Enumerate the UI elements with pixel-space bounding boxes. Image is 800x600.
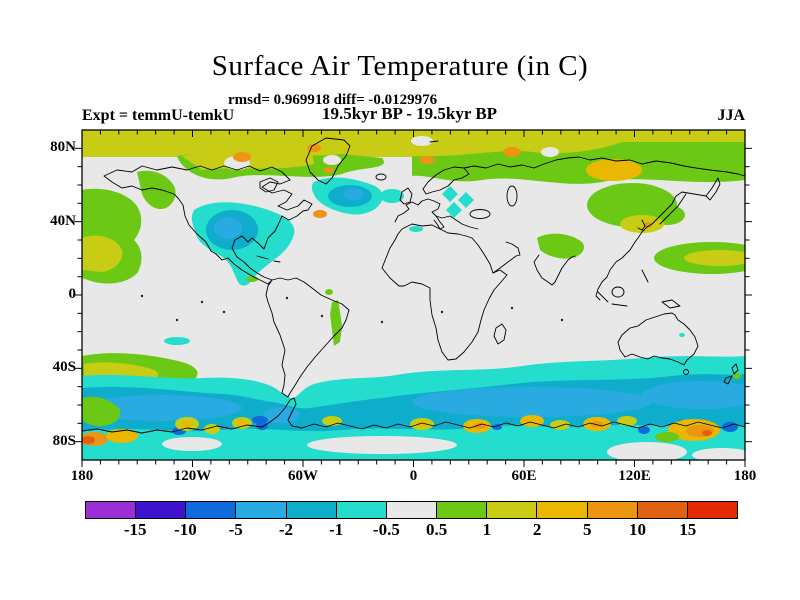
axis-ticks xyxy=(75,130,752,467)
season-label: JJA xyxy=(717,107,745,124)
colorbar-segment xyxy=(536,502,587,518)
colorbar-segment xyxy=(385,502,437,518)
lat-tick-label: 0 xyxy=(68,286,77,302)
lat-tick-label: 80N xyxy=(50,139,76,156)
colorbar-segment xyxy=(486,502,537,518)
colorbar-label: -10 xyxy=(174,520,197,539)
contour-fill-layer xyxy=(82,130,745,460)
colorbar-label: -15 xyxy=(123,520,147,539)
colorbar-label: -1 xyxy=(329,520,344,539)
colorbar-label: 1 xyxy=(482,520,492,539)
lon-tick-label: 120W xyxy=(173,468,212,484)
colorbar-segment xyxy=(335,502,386,518)
stats-annotation: rmsd= 0.969918 diff= -0.0129976 xyxy=(228,92,438,108)
lon-tick-label: 180 xyxy=(70,468,94,484)
lat-tick-label: 40N xyxy=(50,212,76,229)
colorbar-label: -2 xyxy=(278,520,294,539)
lon-tick-label: 120E xyxy=(618,468,651,484)
lon-tick-label: 60E xyxy=(511,468,537,484)
colorbar xyxy=(85,501,738,519)
chart-title: Surface Air Temperature (in C) xyxy=(211,50,589,82)
colorbar-label: 10 xyxy=(629,520,647,539)
colorbar-label: -5 xyxy=(228,520,243,539)
coastline-layer xyxy=(82,137,745,434)
lat-tick-label: 40S xyxy=(52,359,76,376)
colorbar-segment xyxy=(86,502,136,518)
colorbar-segment xyxy=(636,502,687,518)
colorbar-segment xyxy=(135,502,186,518)
colorbar-segment xyxy=(185,502,236,518)
experiment-label: Expt = temmU-temkU xyxy=(82,107,235,124)
world-temperature-map xyxy=(75,129,752,467)
colorbar-label: -0.5 xyxy=(372,520,400,539)
colorbar-label: 2 xyxy=(532,520,542,539)
colorbar-segment xyxy=(285,502,336,518)
colorbar-segment xyxy=(235,502,286,518)
lon-tick-label: 60W xyxy=(288,468,318,484)
colorbar-label: 15 xyxy=(679,520,697,539)
lat-tick-label: 80S xyxy=(52,432,76,449)
period-annotation: 19.5kyr BP - 19.5kyr BP xyxy=(322,104,498,123)
colorbar-segment xyxy=(586,502,637,518)
lon-tick-label: 180 xyxy=(733,468,757,484)
colorbar-label: 5 xyxy=(583,520,592,539)
map-frame xyxy=(81,129,746,461)
map-container xyxy=(75,129,752,467)
colorbar-segment xyxy=(686,502,738,518)
colorbar-segment xyxy=(436,502,487,518)
colorbar-label: 0.5 xyxy=(425,520,448,539)
lon-tick-label: 0 xyxy=(409,468,418,484)
